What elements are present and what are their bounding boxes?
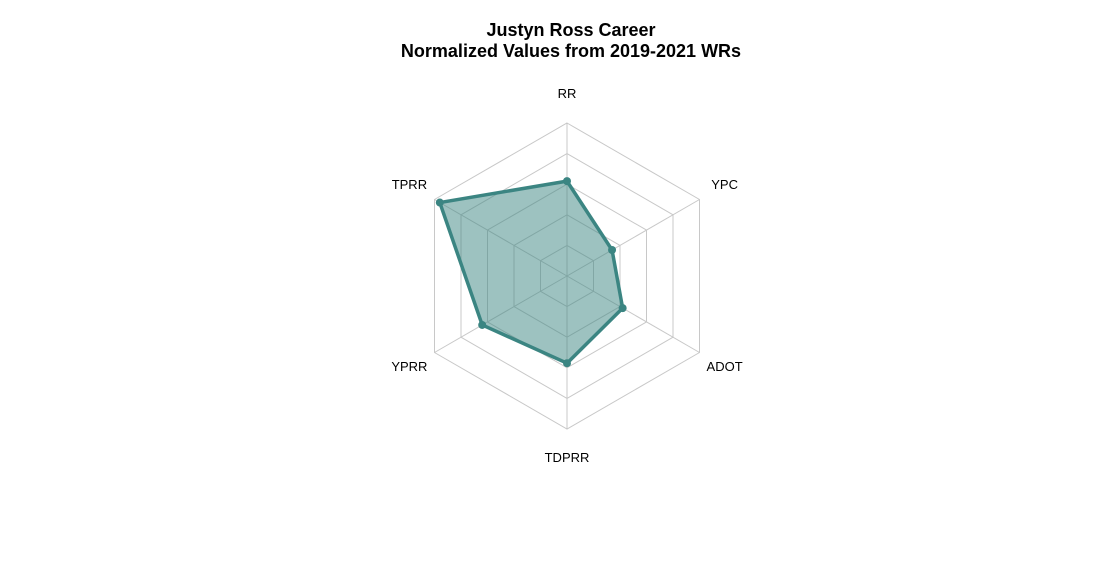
- chart-subtitle: Normalized Values from 2019-2021 WRs: [400, 41, 742, 61]
- chart-title-block: Justyn Ross Career Normalized Values fro…: [0, 20, 1097, 62]
- axis-label-tprr: TPRR: [392, 177, 427, 192]
- axis-label-ypc: YPC: [711, 177, 738, 192]
- axis-label-rr: RR: [558, 86, 577, 101]
- chart-title: Justyn Ross Career: [486, 20, 656, 40]
- data-point-yprr: [478, 320, 487, 329]
- data-point-tdprr: [563, 359, 571, 368]
- data-point-tprr: [435, 198, 444, 207]
- radar-axis-labels: RR YPC ADOT TDPRR YPRR TPRR: [391, 86, 742, 465]
- axis-label-yprr: YPRR: [391, 359, 427, 374]
- axis-label-adot: ADOT: [707, 359, 743, 374]
- axis-label-tdprr: TDPRR: [545, 450, 590, 465]
- data-point-adot: [618, 304, 627, 313]
- series-area-0: [438, 179, 625, 365]
- radar-series-layer: [435, 177, 627, 368]
- data-point-rr: [563, 177, 571, 186]
- data-point-ypc: [608, 245, 617, 254]
